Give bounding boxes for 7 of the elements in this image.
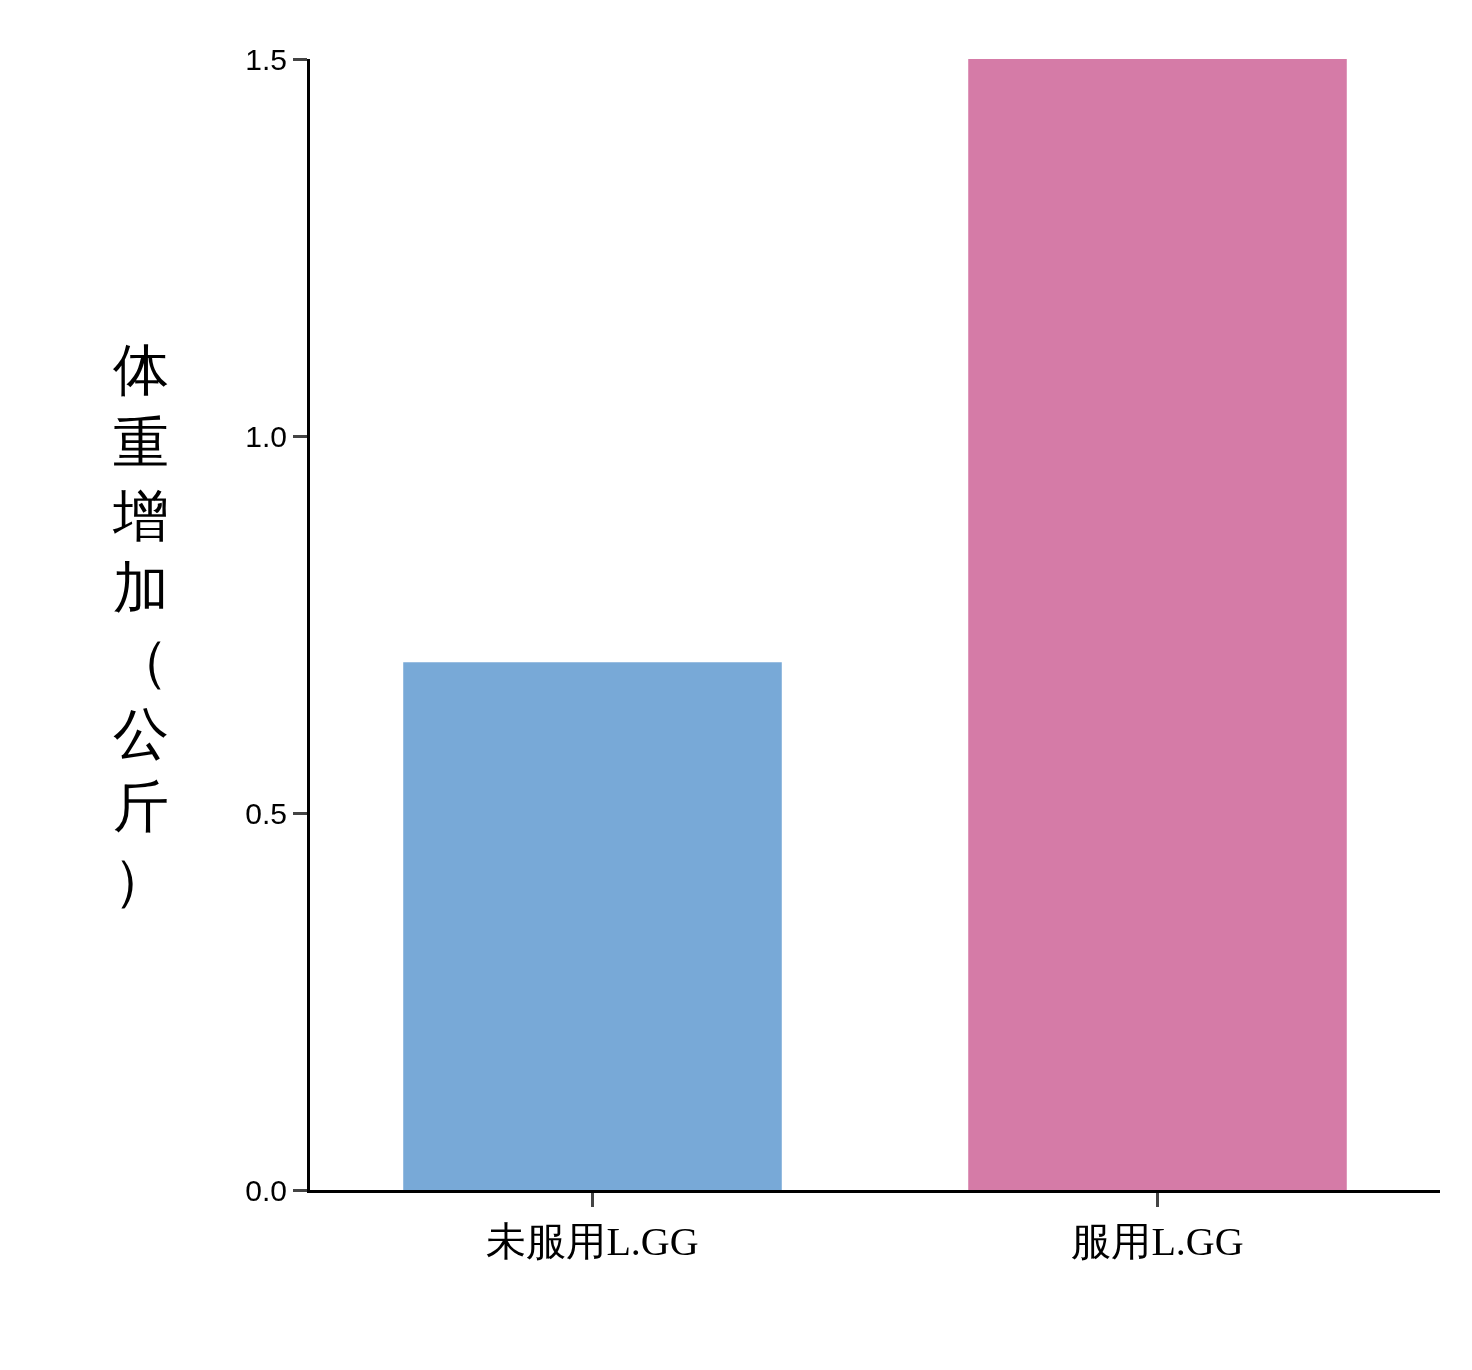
y-tick-label: 1.0 (245, 419, 287, 453)
x-tick-label: 未服用L.GG (486, 1219, 699, 1264)
y-tick-label: 0.0 (245, 1173, 287, 1207)
y-tick-label: 1.5 (245, 42, 287, 76)
x-tick-label: 服用L.GG (1071, 1219, 1244, 1264)
y-tick-label: 0.5 (245, 796, 287, 830)
y-axis-title: 体重增加（公斤） (112, 339, 169, 911)
